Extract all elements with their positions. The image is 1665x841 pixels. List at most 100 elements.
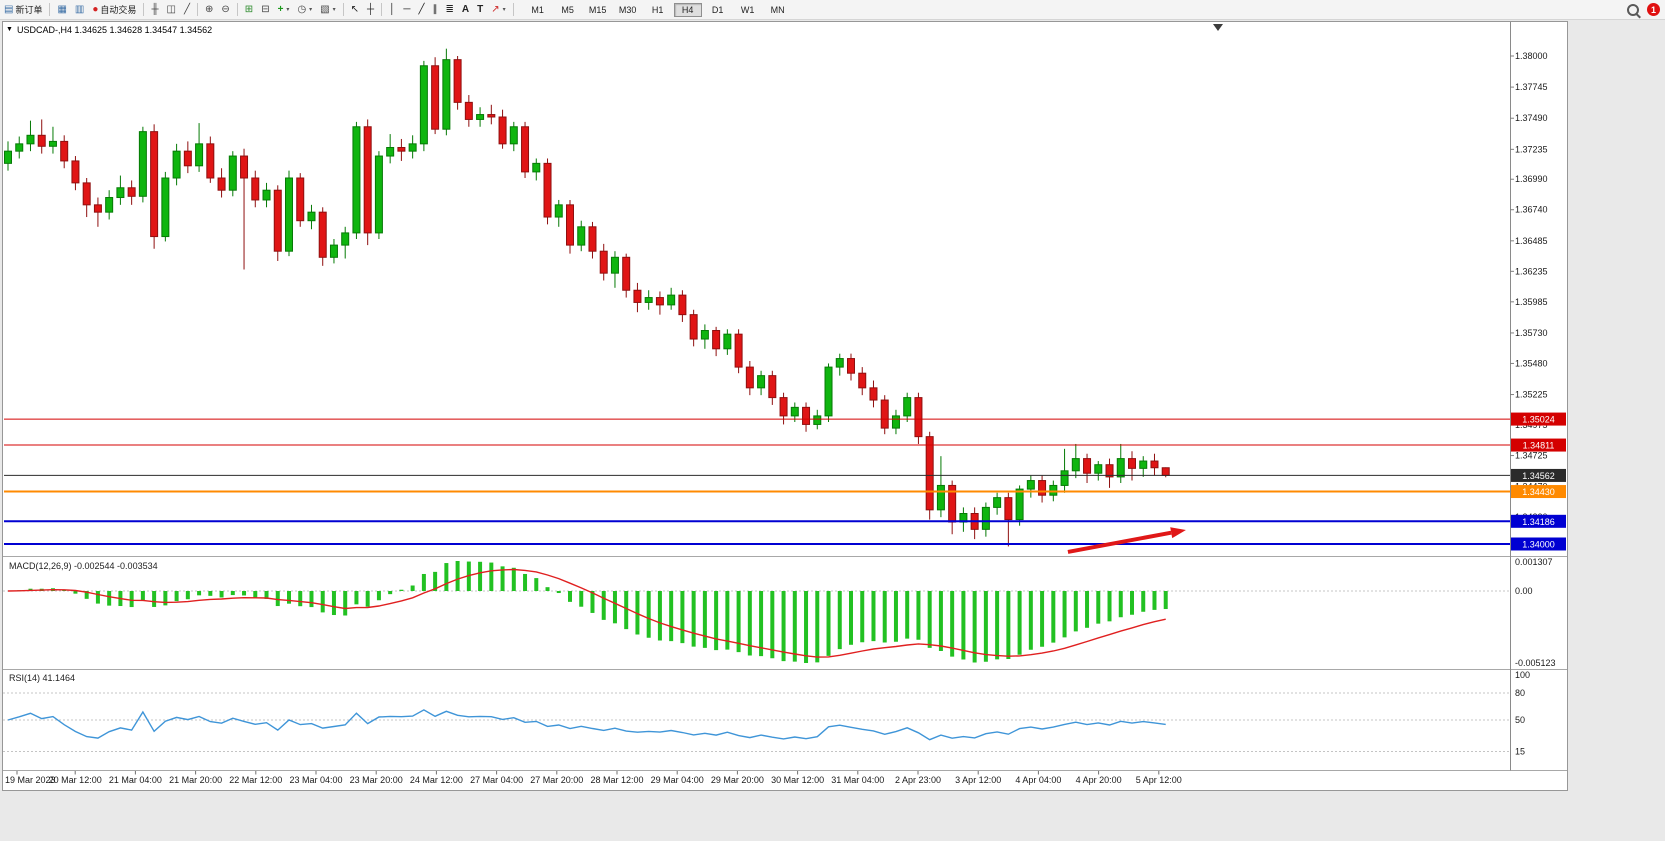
timeframe-button-mn[interactable]: MN [770, 4, 785, 15]
price-axis-label: 1.36235 [1515, 266, 1548, 276]
candle-bullish [228, 155, 237, 191]
time-axis-label: 5 Apr 12:00 [1136, 775, 1182, 785]
auto-arrange-button[interactable]: ⊟ [257, 1, 273, 19]
cursor-button[interactable]: ↖ [347, 1, 363, 19]
chart-shift-marker[interactable] [1213, 24, 1223, 31]
candle-bullish [285, 177, 293, 252]
periods-button[interactable]: ◷ ▾ [293, 1, 316, 19]
trend-arrow[interactable] [1067, 530, 1172, 554]
candle-bearish [82, 182, 91, 206]
timeframe-button-d1[interactable]: D1 [711, 4, 724, 15]
time-axis-label: 28 Mar 12:00 [590, 775, 643, 785]
notification-badge[interactable]: 1 [1647, 3, 1660, 16]
candle-bullish [262, 189, 271, 201]
toolbar-separator [381, 3, 383, 16]
autotrading-button-label: 自动交易 [100, 5, 137, 15]
candle-bullish [419, 65, 428, 145]
line-chart-button[interactable]: ╱ [180, 1, 194, 19]
profiles-button[interactable]: ▥ [71, 1, 88, 19]
rsi-axis-label: 50 [1515, 715, 1525, 725]
candle-bearish [689, 314, 698, 340]
timeframe-button-h1[interactable]: H1 [651, 4, 664, 15]
horizontal-line-icon: ─ [403, 3, 411, 15]
templates-button[interactable]: ▧ ▾ [316, 1, 339, 19]
candlestick-chart-button[interactable]: ◫ [163, 1, 180, 19]
text-label-button[interactable]: T [473, 1, 487, 19]
candle-bearish [37, 134, 46, 147]
chart-canvas[interactable]: 1.38000 1.37745 1.37490 1.37235 1.36990 1.367… [3, 22, 1567, 790]
autotrading-button[interactable]: ● 自动交易 [88, 1, 140, 19]
ohlc-bars-icon: ╫ [151, 3, 159, 15]
time-axis[interactable] [3, 770, 1567, 791]
main-chart-area[interactable] [3, 22, 1510, 557]
candle-bearish [431, 65, 440, 130]
tile-windows-button[interactable]: ⊞ [241, 1, 257, 19]
trendline-button[interactable]: ╱ [414, 1, 428, 19]
horizontal-line-button[interactable]: ─ [399, 1, 414, 19]
candle-bullish [1094, 464, 1103, 474]
candle-bullish [307, 211, 316, 222]
candle-bearish [566, 204, 574, 246]
timeframe-button-m5[interactable]: M5 [561, 4, 574, 15]
zoom-in-button[interactable]: ⊕ [201, 1, 217, 19]
time-axis-label: 31 Mar 04:00 [831, 775, 884, 785]
candle-bullish [329, 244, 338, 258]
timeframe-button-m30[interactable]: M30 [618, 4, 637, 15]
zoom-out-button[interactable]: ⊖ [217, 1, 233, 19]
search-icon[interactable] [1627, 3, 1639, 16]
text-button[interactable]: A [458, 1, 473, 19]
candle-bearish [1038, 480, 1047, 496]
arrow-shapes-button[interactable]: ↗ ▾ [487, 1, 509, 19]
price-axis-label: 1.35225 [1515, 390, 1548, 400]
candle-bullish [790, 406, 799, 417]
candle-bearish [599, 250, 608, 274]
candle-bearish [498, 116, 507, 145]
trendline-icon: ╱ [418, 3, 425, 15]
timeframe-button-m1[interactable]: M1 [531, 4, 544, 15]
macd-panel[interactable] [3, 556, 1510, 670]
candle-bullish [1139, 460, 1148, 469]
candle-bearish [296, 177, 305, 222]
equidistant-channel-button[interactable]: ∥ [429, 1, 442, 19]
timeframe-button-h4[interactable]: H4 [673, 2, 702, 17]
level-badge-label: 1.34811 [1523, 441, 1555, 451]
candle-bearish [93, 204, 102, 213]
candle-bearish [1004, 497, 1013, 521]
candle-bullish [341, 232, 350, 246]
indicators-button[interactable]: + ▾ [274, 1, 294, 19]
fibonacci-button[interactable]: ≣ [442, 1, 458, 19]
candle-bullish [374, 155, 383, 234]
candle-bearish [802, 406, 811, 425]
candle-bullish [835, 358, 844, 368]
trend-arrow-head[interactable] [1170, 527, 1186, 539]
candle-bearish [464, 101, 473, 120]
timeframe-button-w1[interactable]: W1 [740, 4, 755, 15]
candle-bullish [172, 150, 181, 179]
new-order-button-label: 新订单 [15, 5, 43, 15]
candle-bullish [1060, 470, 1069, 486]
new-order-button[interactable]: ▤ 新订单 [0, 1, 46, 19]
arrow-shapes-icon: ↗ [491, 3, 500, 15]
time-axis-label: 3 Apr 12:00 [955, 775, 1001, 785]
candle-bearish [880, 399, 889, 429]
crosshair-button[interactable]: ┼ [363, 1, 378, 19]
candle-bearish [734, 333, 743, 368]
candle-bullish [644, 297, 653, 303]
vertical-line-button[interactable]: │ [385, 1, 399, 19]
candle-bullish [577, 226, 586, 246]
rsi-axis-label: 15 [1515, 747, 1525, 757]
timeframe-button-m15[interactable]: M15 [588, 4, 607, 15]
macd-label: MACD(12,26,9) -0.002544 -0.003534 [9, 561, 158, 571]
candle-bearish [183, 150, 192, 167]
bar-chart-button[interactable]: ╫ [147, 1, 162, 19]
time-axis-label: 27 Mar 04:00 [470, 775, 523, 785]
charts-window-button[interactable]: ▦ [53, 1, 70, 19]
text-icon: A [461, 3, 470, 15]
time-axis-label: 20 Mar 12:00 [49, 775, 102, 785]
candle-bullish [993, 497, 1002, 508]
candle-bearish [251, 177, 260, 201]
candle-bearish [150, 131, 159, 238]
price-axis[interactable] [1510, 22, 1567, 771]
one-click-trading-toggle[interactable]: ▼ [6, 26, 13, 33]
candle-bearish [1105, 464, 1114, 478]
